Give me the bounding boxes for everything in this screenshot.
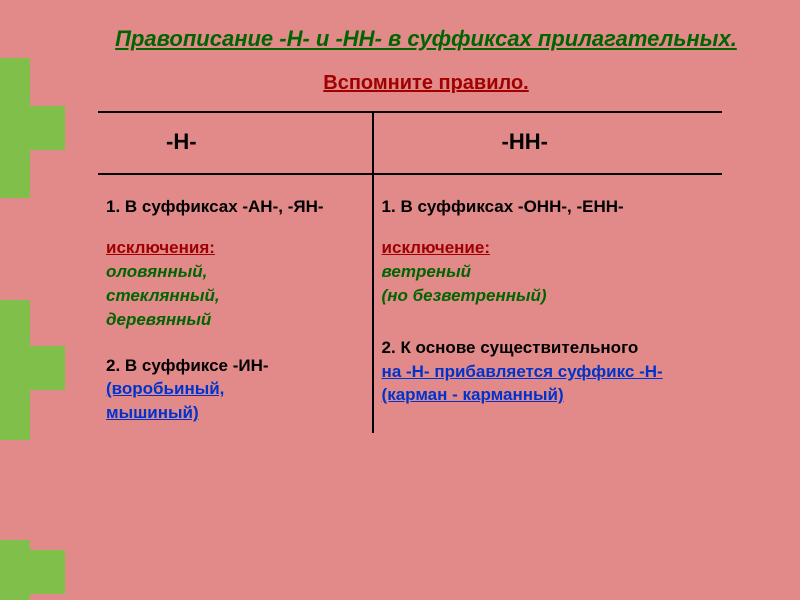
right-note: (но безветренный) (382, 284, 712, 308)
table-header-row: -Н- -НН- (98, 112, 722, 174)
left-exception-1: оловянный, (106, 260, 362, 284)
left-exception-3: деревянный (106, 308, 362, 332)
decoration-shape (0, 550, 65, 594)
table-row: 1. В суффиксах -АН-, -ЯН- исключения: ол… (98, 174, 722, 433)
decoration-shape (0, 106, 65, 150)
page-subtitle: Вспомните правило. (86, 72, 766, 95)
right-rule1: 1. В суффиксах -ОНН-, -ЕНН- (382, 195, 712, 219)
right-rule2-c: (карман - карманный) (382, 383, 712, 407)
header-left-text: -Н- (106, 129, 197, 155)
slide-background: Правописание -Н- и -НН- в суффиксах прил… (0, 0, 800, 600)
decoration-shape (0, 346, 65, 390)
page-title: Правописание -Н- и -НН- в суффиксах прил… (86, 24, 766, 54)
left-rule2: 2. В суффиксе -ИН- (106, 354, 362, 378)
left-exception-label: исключения: (106, 236, 362, 260)
right-exception-label: исключение: (382, 236, 712, 260)
header-right: -НН- (373, 112, 722, 174)
content-area: Правописание -Н- и -НН- в суффиксах прил… (86, 24, 766, 433)
left-example-2: мышиный) (106, 401, 362, 425)
left-exception-2: стеклянный, (106, 284, 362, 308)
cell-left: 1. В суффиксах -АН-, -ЯН- исключения: ол… (98, 174, 373, 433)
cell-right: 1. В суффиксах -ОНН-, -ЕНН- исключение: … (373, 174, 722, 433)
left-rule1: 1. В суффиксах -АН-, -ЯН- (106, 195, 362, 219)
left-example-1: (воробьиный, (106, 377, 362, 401)
right-rule2-a: 2. К основе существительного (382, 336, 712, 360)
header-left: -Н- (98, 112, 373, 174)
right-exception-1: ветреный (382, 260, 712, 284)
header-right-text: -НН- (382, 129, 548, 155)
rules-table: -Н- -НН- 1. В суффиксах -АН-, -ЯН- исклю… (98, 111, 722, 433)
right-rule2-b: на -Н- прибавляется суффикс -Н- (382, 360, 712, 384)
